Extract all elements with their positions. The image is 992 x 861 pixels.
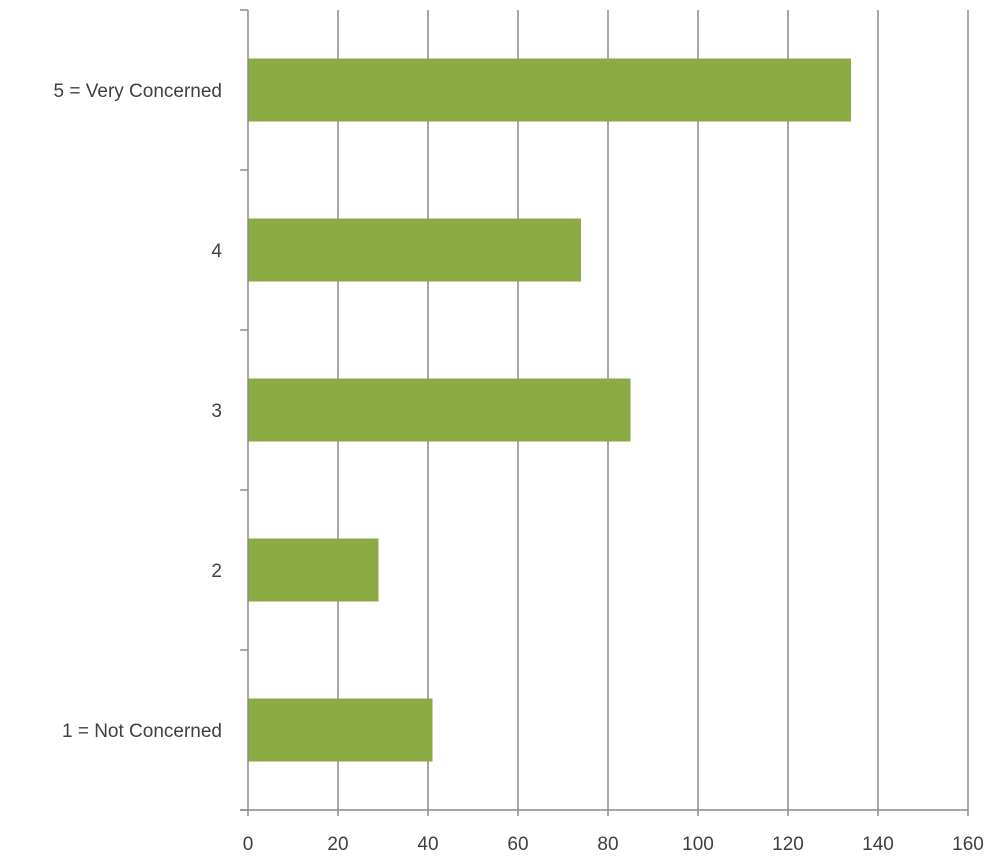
bar-3 <box>248 378 631 442</box>
y-category-label: 1 = Not Concerned <box>62 721 222 742</box>
x-tick-label: 20 <box>327 834 348 855</box>
bar-4 <box>248 538 379 602</box>
x-tick-label: 140 <box>862 834 894 855</box>
y-category-label: 2 <box>211 561 222 582</box>
y-category-label: 4 <box>211 241 222 262</box>
x-tick-label: 40 <box>417 834 438 855</box>
labels: 0 20 40 60 80 100 120 140 160 5 = Very Concerned 4… <box>54 81 984 855</box>
axes <box>240 9 968 816</box>
bar-5 <box>248 698 433 762</box>
x-tick-label: 120 <box>772 834 804 855</box>
y-category-label: 5 = Very Concerned <box>54 81 222 102</box>
bar-1 <box>248 58 851 122</box>
x-tick-label: 80 <box>597 834 618 855</box>
x-tick-label: 60 <box>507 834 528 855</box>
y-category-label: 3 <box>211 401 222 422</box>
bar-2 <box>248 218 581 282</box>
x-tick-label: 0 <box>243 834 254 855</box>
bars <box>248 58 851 762</box>
x-tick-label: 100 <box>682 834 714 855</box>
x-tick-label: 160 <box>952 834 984 855</box>
